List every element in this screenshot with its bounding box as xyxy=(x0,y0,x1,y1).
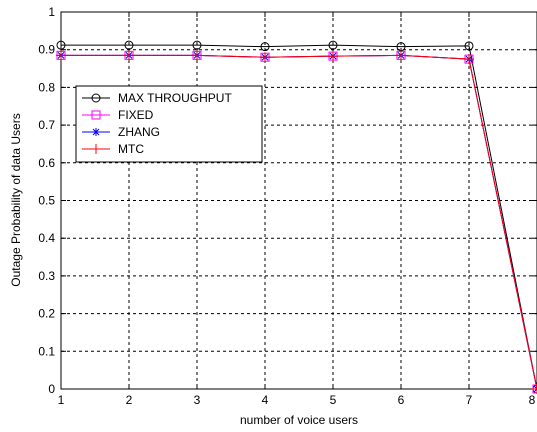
y-tick-label: 1 xyxy=(48,5,55,19)
series-0-point xyxy=(56,40,66,50)
series-0-point xyxy=(464,41,474,51)
series-3-point xyxy=(396,50,406,61)
y-tick-label: 0 xyxy=(48,382,55,396)
series-3-point xyxy=(56,50,66,61)
x-axis-label: number of voice users xyxy=(240,413,358,427)
x-tick-label: 4 xyxy=(262,393,269,407)
legend-marker xyxy=(91,93,101,103)
y-tick-label: 0.7 xyxy=(38,118,55,132)
y-tick-label: 0.9 xyxy=(38,43,55,57)
y-tick-label: 0.6 xyxy=(38,156,55,170)
x-tick-label: 8 xyxy=(529,393,536,407)
legend-label: FIXED xyxy=(118,108,154,122)
y-tick-label: 0.2 xyxy=(38,307,55,321)
x-tick-label: 5 xyxy=(330,393,337,407)
series-3-point xyxy=(124,50,134,61)
series-line-0 xyxy=(61,44,537,390)
legend-box xyxy=(75,85,263,163)
legend-marker xyxy=(91,144,101,154)
tick-labels: 1 2 3 4 5 6 7 8 0 0.1 0.2 0.3 0.4 0.5 0.6 0.7 0.8 0.9 1 xyxy=(38,5,537,407)
y-axis-label: Outage Probability of data Users xyxy=(9,113,23,286)
legend-marker xyxy=(91,110,101,120)
series-0-point xyxy=(192,40,202,50)
series-3-point xyxy=(464,54,474,65)
x-tick-label: 3 xyxy=(194,393,201,407)
series-3-point xyxy=(260,52,270,63)
series-0-point xyxy=(124,40,134,50)
legend-label: MAX THROUGHPUT xyxy=(118,91,232,105)
grid-lines xyxy=(61,12,537,389)
x-tick-label: 6 xyxy=(398,393,405,407)
series-0-point xyxy=(260,42,270,52)
y-tick-label: 0.5 xyxy=(38,194,55,208)
legend-label: ZHANG xyxy=(118,125,160,139)
series-3-point xyxy=(532,384,537,394)
y-tick-label: 0.8 xyxy=(38,80,55,94)
series-3-point xyxy=(192,50,202,61)
y-tick-label: 0.1 xyxy=(38,344,55,358)
legend: MAX THROUGHPUT FIXED ZHANG MTC xyxy=(75,85,263,163)
x-tick-label: 2 xyxy=(126,393,133,407)
x-tick-label: 7 xyxy=(466,393,473,407)
legend-marker xyxy=(92,128,100,136)
series-0-point xyxy=(328,40,338,50)
series-3-point xyxy=(328,51,338,62)
series-line-3 xyxy=(61,54,537,390)
y-tick-label: 0.4 xyxy=(38,231,55,245)
x-tick-label: 1 xyxy=(58,393,65,407)
legend-label: MTC xyxy=(118,142,144,156)
series-group xyxy=(56,40,537,394)
y-tick-label: 0.3 xyxy=(38,269,55,283)
